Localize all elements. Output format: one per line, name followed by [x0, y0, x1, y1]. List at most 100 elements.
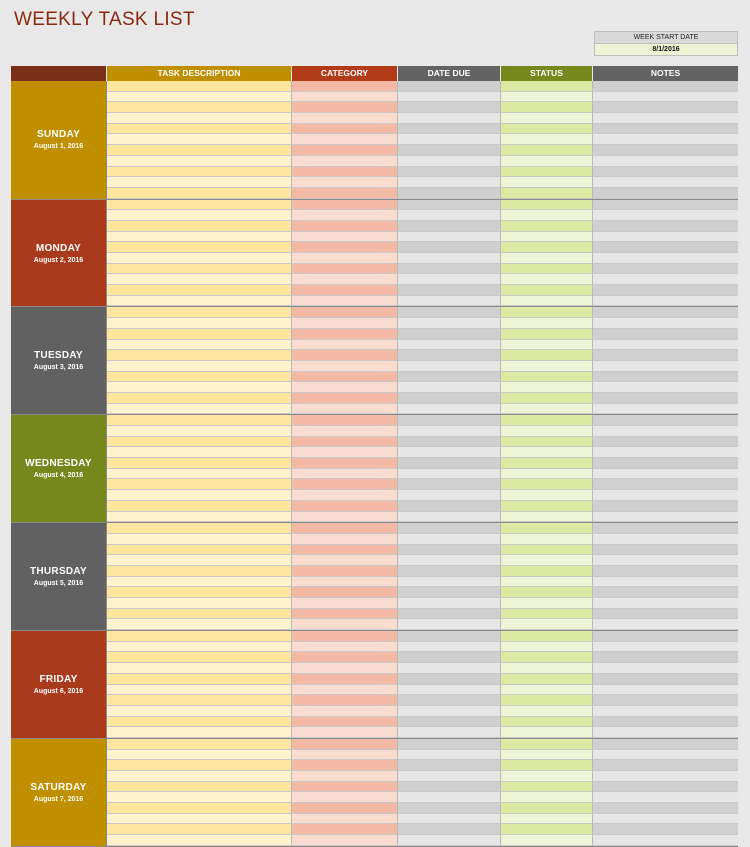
date-due-cell[interactable]: [398, 350, 501, 361]
date-due-cell[interactable]: [398, 803, 501, 814]
notes-cell[interactable]: [593, 426, 738, 437]
notes-cell[interactable]: [593, 824, 738, 836]
notes-cell[interactable]: [593, 307, 738, 319]
category-cell[interactable]: [292, 749, 398, 761]
task-cell[interactable]: [107, 565, 292, 577]
status-cell[interactable]: [501, 295, 593, 307]
status-cell[interactable]: [501, 565, 593, 577]
category-cell[interactable]: [292, 274, 398, 286]
category-cell[interactable]: [292, 608, 398, 620]
notes-cell[interactable]: [593, 631, 738, 642]
category-cell[interactable]: [292, 544, 398, 556]
status-cell[interactable]: [501, 285, 593, 296]
notes-cell[interactable]: [593, 565, 738, 577]
notes-cell[interactable]: [593, 263, 738, 275]
date-due-cell[interactable]: [398, 187, 501, 199]
category-cell[interactable]: [292, 253, 398, 264]
status-cell[interactable]: [501, 803, 593, 814]
task-cell[interactable]: [107, 695, 292, 706]
status-cell[interactable]: [501, 447, 593, 459]
status-cell[interactable]: [501, 511, 593, 523]
category-cell[interactable]: [292, 295, 398, 307]
notes-cell[interactable]: [593, 274, 738, 286]
status-cell[interactable]: [501, 426, 593, 437]
notes-cell[interactable]: [593, 253, 738, 264]
category-cell[interactable]: [292, 123, 398, 135]
category-cell[interactable]: [292, 673, 398, 685]
category-cell[interactable]: [292, 339, 398, 351]
category-cell[interactable]: [292, 382, 398, 393]
date-due-cell[interactable]: [398, 253, 501, 264]
status-cell[interactable]: [501, 177, 593, 188]
category-cell[interactable]: [292, 426, 398, 437]
notes-cell[interactable]: [593, 576, 738, 588]
notes-cell[interactable]: [593, 695, 738, 706]
notes-cell[interactable]: [593, 102, 738, 114]
status-cell[interactable]: [501, 500, 593, 512]
date-due-cell[interactable]: [398, 307, 501, 319]
category-cell[interactable]: [292, 490, 398, 501]
date-due-cell[interactable]: [398, 318, 501, 329]
category-cell[interactable]: [292, 587, 398, 598]
notes-cell[interactable]: [593, 91, 738, 103]
date-due-cell[interactable]: [398, 544, 501, 556]
status-cell[interactable]: [501, 134, 593, 146]
task-cell[interactable]: [107, 511, 292, 523]
date-due-cell[interactable]: [398, 199, 501, 211]
task-cell[interactable]: [107, 792, 292, 804]
date-due-cell[interactable]: [398, 134, 501, 146]
category-cell[interactable]: [292, 663, 398, 674]
status-cell[interactable]: [501, 619, 593, 631]
category-cell[interactable]: [292, 392, 398, 404]
category-cell[interactable]: [292, 705, 398, 717]
status-cell[interactable]: [501, 533, 593, 545]
task-cell[interactable]: [107, 663, 292, 674]
category-cell[interactable]: [292, 371, 398, 383]
category-cell[interactable]: [292, 199, 398, 211]
category-cell[interactable]: [292, 555, 398, 566]
task-cell[interactable]: [107, 631, 292, 642]
date-due-cell[interactable]: [398, 458, 501, 469]
category-cell[interactable]: [292, 307, 398, 319]
date-due-cell[interactable]: [398, 436, 501, 448]
category-cell[interactable]: [292, 738, 398, 750]
status-cell[interactable]: [501, 663, 593, 674]
task-cell[interactable]: [107, 576, 292, 588]
task-cell[interactable]: [107, 360, 292, 372]
date-due-cell[interactable]: [398, 511, 501, 523]
status-cell[interactable]: [501, 199, 593, 211]
category-cell[interactable]: [292, 177, 398, 188]
task-cell[interactable]: [107, 91, 292, 103]
status-cell[interactable]: [501, 716, 593, 728]
status-cell[interactable]: [501, 458, 593, 469]
category-cell[interactable]: [292, 684, 398, 696]
task-cell[interactable]: [107, 760, 292, 771]
date-due-cell[interactable]: [398, 565, 501, 577]
status-cell[interactable]: [501, 91, 593, 103]
status-cell[interactable]: [501, 631, 593, 642]
task-cell[interactable]: [107, 781, 292, 793]
task-cell[interactable]: [107, 403, 292, 415]
date-due-cell[interactable]: [398, 145, 501, 156]
notes-cell[interactable]: [593, 318, 738, 329]
task-cell[interactable]: [107, 716, 292, 728]
date-due-cell[interactable]: [398, 242, 501, 253]
status-cell[interactable]: [501, 220, 593, 232]
status-cell[interactable]: [501, 641, 593, 653]
notes-cell[interactable]: [593, 684, 738, 696]
category-cell[interactable]: [292, 652, 398, 664]
notes-cell[interactable]: [593, 371, 738, 383]
category-cell[interactable]: [292, 318, 398, 329]
status-cell[interactable]: [501, 544, 593, 556]
status-cell[interactable]: [501, 145, 593, 156]
status-cell[interactable]: [501, 749, 593, 761]
category-cell[interactable]: [292, 803, 398, 814]
notes-cell[interactable]: [593, 403, 738, 415]
task-cell[interactable]: [107, 145, 292, 156]
status-cell[interactable]: [501, 339, 593, 351]
status-cell[interactable]: [501, 242, 593, 253]
notes-cell[interactable]: [593, 760, 738, 771]
status-cell[interactable]: [501, 166, 593, 178]
category-cell[interactable]: [292, 619, 398, 631]
status-cell[interactable]: [501, 813, 593, 825]
